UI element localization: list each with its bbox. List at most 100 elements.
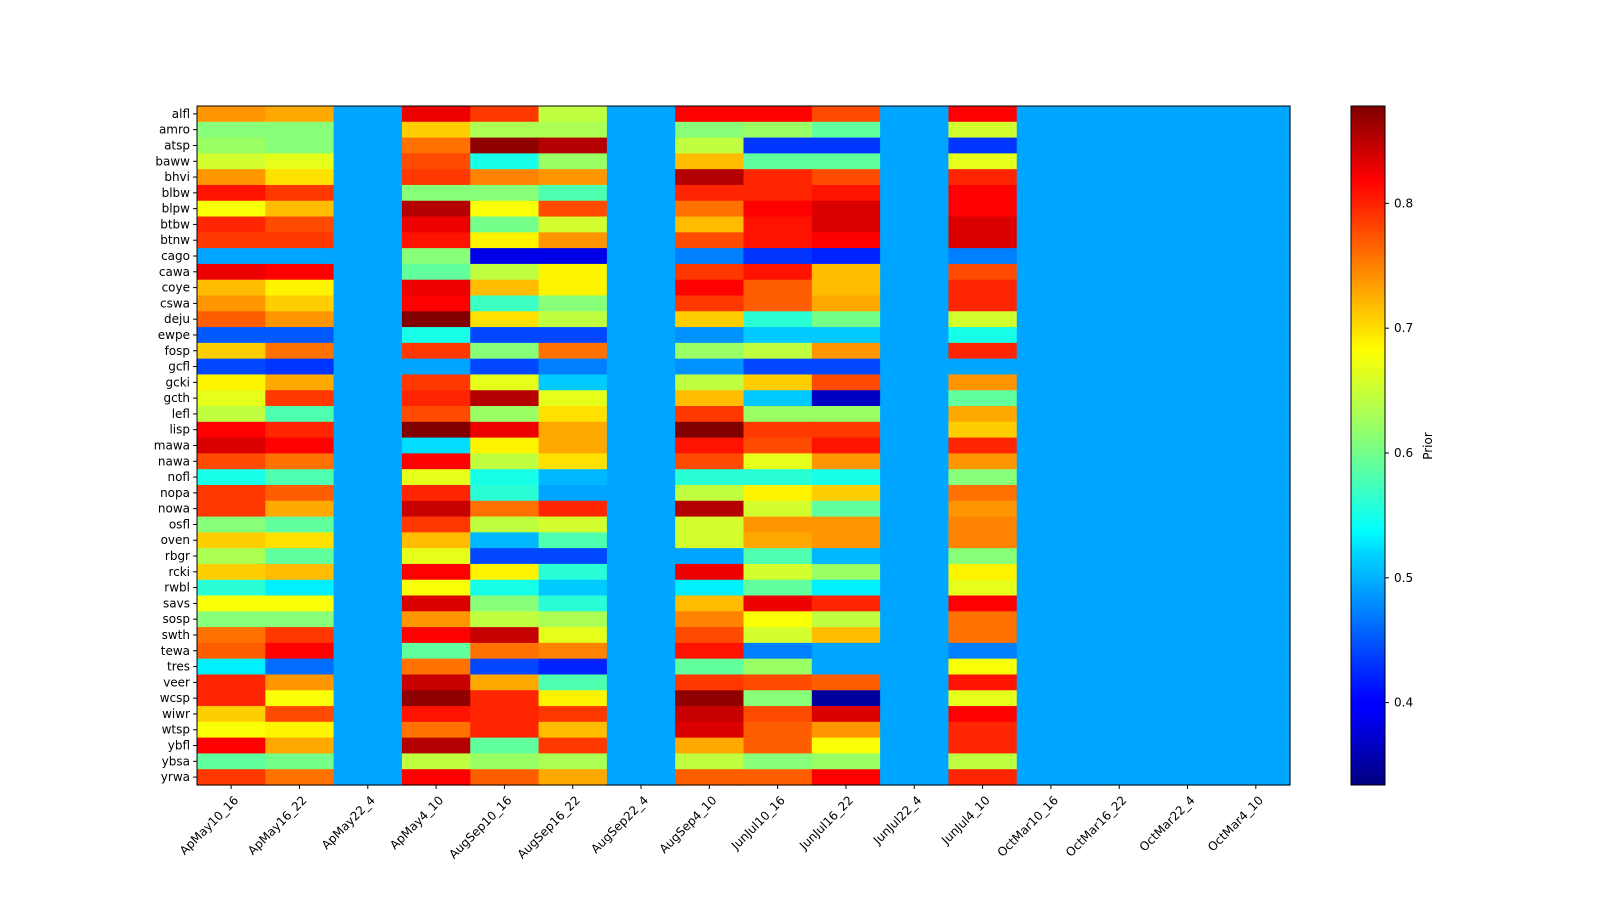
heatmap-cell [880, 642, 950, 660]
heatmap-cell [606, 658, 676, 676]
y-tick-label: lefl [172, 407, 190, 421]
heatmap-cell [401, 358, 471, 376]
heatmap-cell [1153, 437, 1223, 454]
heatmap-cell [470, 769, 540, 786]
heatmap-cell [880, 500, 950, 518]
heatmap-cell [811, 374, 881, 391]
y-tick-label: wcsp [160, 691, 190, 705]
heatmap-cell [675, 579, 745, 597]
heatmap-cell [1153, 737, 1223, 755]
y-tick-label: gcfl [168, 360, 190, 374]
colorbar [1350, 105, 1386, 786]
heatmap-cell [880, 627, 950, 644]
heatmap-cell [1153, 753, 1223, 770]
heatmap-cell [743, 153, 813, 170]
heatmap-cell [675, 627, 745, 644]
y-tick-label: blbw [162, 186, 191, 200]
heatmap-cell [880, 453, 950, 470]
heatmap-cell [1016, 327, 1086, 344]
heatmap-cell [538, 406, 608, 423]
heatmap-cell [197, 563, 266, 581]
heatmap-cell [470, 642, 540, 660]
heatmap-cell [948, 121, 1018, 139]
heatmap-cell [743, 721, 813, 739]
heatmap-cell [265, 169, 335, 186]
heatmap-cell [538, 484, 608, 502]
heatmap-cell [538, 295, 608, 312]
heatmap-cell [743, 532, 813, 549]
heatmap-cell [470, 579, 540, 597]
heatmap-cell [1016, 106, 1086, 123]
heatmap-cell [197, 753, 266, 770]
heatmap-cell [1221, 437, 1291, 454]
heatmap-cell [606, 184, 676, 202]
y-tick-label: cago [161, 249, 190, 263]
heatmap-cell [401, 548, 471, 565]
heatmap-cell [606, 453, 676, 470]
heatmap-cell [1085, 516, 1154, 533]
heatmap-cell [333, 390, 403, 407]
heatmap-cell [811, 406, 881, 423]
heatmap-cell [197, 248, 266, 265]
heatmap-cell [880, 327, 950, 344]
heatmap-cell [1016, 706, 1086, 723]
heatmap-cell [1221, 279, 1291, 297]
heatmap-cell [1085, 279, 1154, 297]
heatmap-cell [470, 279, 540, 297]
colorbar-tick-label: 0.5 [1394, 571, 1413, 585]
heatmap-cell [743, 611, 813, 628]
heatmap-cell [470, 737, 540, 755]
heatmap-cell [265, 406, 335, 423]
heatmap-cell [1085, 342, 1154, 360]
heatmap-cell [675, 674, 745, 691]
heatmap-cell [606, 390, 676, 407]
heatmap-cell [743, 563, 813, 581]
heatmap-cell [1085, 295, 1154, 312]
heatmap-cell [470, 327, 540, 344]
heatmap-cell [470, 137, 540, 154]
heatmap-cell [401, 121, 471, 139]
heatmap-cell [1085, 532, 1154, 549]
heatmap-cell [1153, 263, 1223, 281]
heatmap-cell [1221, 311, 1291, 328]
heatmap-cell [333, 579, 403, 597]
x-tick-label: ApMay16_22 [245, 793, 309, 857]
heatmap-cell [743, 437, 813, 454]
y-tick-label: coye [162, 281, 190, 295]
heatmap-cell [197, 769, 266, 786]
heatmap-cell [1221, 232, 1291, 249]
heatmap-cell [1085, 374, 1154, 391]
heatmap-cell [1016, 769, 1086, 786]
heatmap-cell [948, 548, 1018, 565]
heatmap-cell [197, 169, 266, 186]
heatmap-cell [1153, 327, 1223, 344]
heatmap-cell [401, 248, 471, 265]
y-tick-label: alfl [172, 107, 190, 121]
heatmap-cell [1221, 121, 1291, 139]
heatmap-cell [333, 374, 403, 391]
heatmap-cell [1153, 311, 1223, 328]
x-axis: ApMay10_16 ApMay16_22 ApMay22_4 ApMay4_10 Au… [177, 785, 1266, 862]
heatmap-cell [675, 279, 745, 297]
heatmap-cell [811, 674, 881, 691]
x-tick-label: AugSep10_16 [446, 793, 514, 861]
heatmap-cell [1221, 295, 1291, 312]
heatmap-cell [1153, 421, 1223, 439]
heatmap-cell [1221, 484, 1291, 502]
heatmap-cell [606, 216, 676, 233]
heatmap-cell [470, 453, 540, 470]
heatmap-cell [880, 516, 950, 533]
heatmap-cell [470, 706, 540, 723]
heatmap-cell [675, 311, 745, 328]
heatmap-cell [948, 563, 1018, 581]
heatmap-cell [1221, 358, 1291, 376]
heatmap-cell [675, 169, 745, 186]
heatmap-cell [401, 279, 471, 297]
heatmap-cell [333, 674, 403, 691]
heatmap-cell [1153, 658, 1223, 676]
heatmap-cell [1221, 563, 1291, 581]
heatmap-cell [811, 737, 881, 755]
heatmap-cell [401, 232, 471, 249]
heatmap-cell [401, 406, 471, 423]
